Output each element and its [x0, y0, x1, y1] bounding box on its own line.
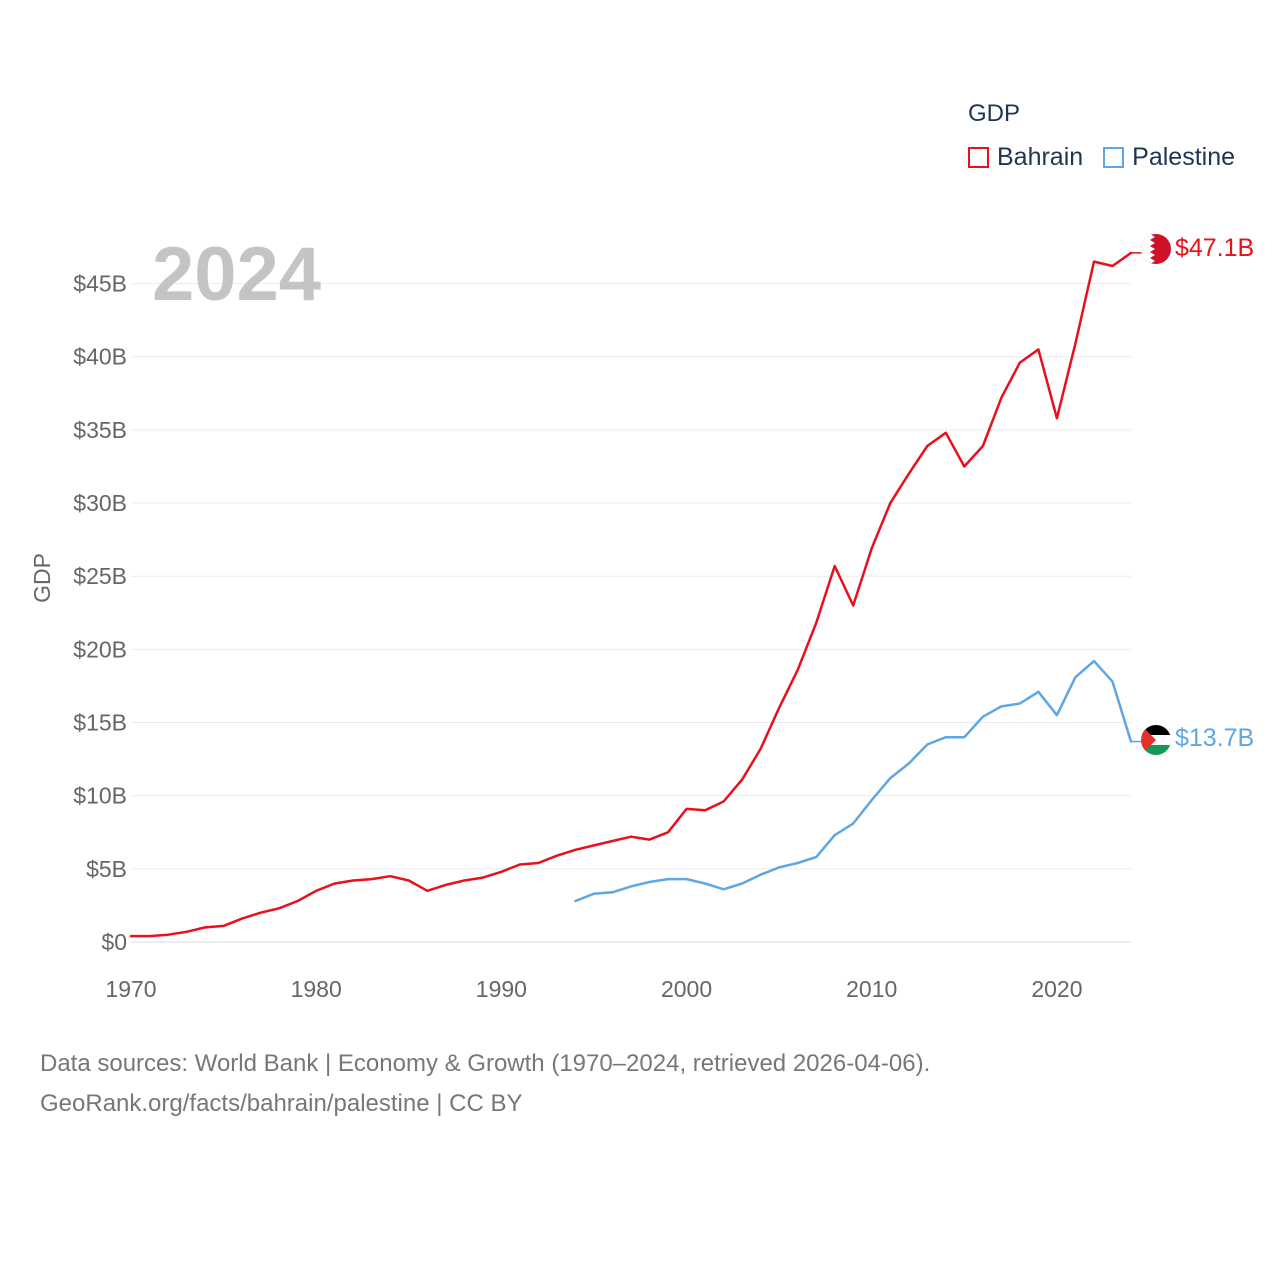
y-tick-label: $25B	[73, 563, 127, 589]
series-line-bahrain[interactable]	[129, 251, 1133, 938]
palestine-flag-icon	[1141, 725, 1171, 755]
y-tick-label: $10B	[73, 783, 127, 809]
source-line-1: Data sources: World Bank | Economy & Gro…	[40, 1050, 931, 1077]
year-overlay: 2024	[152, 232, 321, 317]
bahrain-flag-icon	[1141, 234, 1171, 264]
legend-swatch-bahrain	[968, 147, 989, 168]
y-tick-label: $20B	[73, 636, 127, 662]
end-value-label-palestine: $13.7B	[1175, 724, 1254, 752]
y-tick-label: $35B	[73, 417, 127, 443]
x-axis-ticks: 1970 1980 1990 2000 2010 2020	[105, 976, 1082, 1002]
y-tick-label: $40B	[73, 344, 127, 370]
data-source-note: Data sources: World Bank | Economy & Gro…	[40, 1044, 930, 1124]
y-tick-label: $0	[101, 929, 127, 955]
y-axis-ticks: $0 $5B $10B $15B $20B $25B $30B $35B $40B $45B	[73, 271, 127, 955]
series-lines	[129, 251, 1142, 938]
y-tick-label: $15B	[73, 710, 127, 736]
y-tick-label: $45B	[73, 271, 127, 297]
x-tick-label: 2010	[846, 976, 897, 1002]
series-line-palestine[interactable]	[574, 659, 1133, 903]
legend: Bahrain Palestine	[968, 143, 1255, 172]
x-tick-label: 2020	[1031, 976, 1082, 1002]
legend-item-palestine[interactable]: Palestine	[1103, 143, 1235, 172]
x-tick-label: 1990	[476, 976, 527, 1002]
source-line-2[interactable]: GeoRank.org/facts/bahrain/palestine | CC…	[40, 1090, 523, 1117]
legend-label-palestine: Palestine	[1132, 143, 1236, 171]
series-end-markers	[1141, 234, 1171, 755]
legend-item-bahrain[interactable]: Bahrain	[968, 143, 1083, 172]
y-tick-label: $5B	[86, 856, 127, 882]
x-tick-label: 1970	[105, 976, 156, 1002]
legend-label-bahrain: Bahrain	[997, 143, 1084, 171]
y-axis-label: GDP	[29, 553, 55, 603]
x-tick-label: 2000	[661, 976, 712, 1002]
y-tick-label: $30B	[73, 490, 127, 516]
x-tick-label: 1980	[291, 976, 342, 1002]
series-end-labels: $47.1B $13.7B	[1175, 234, 1254, 752]
grid-lines	[131, 283, 1131, 943]
legend-swatch-palestine	[1103, 147, 1125, 168]
end-value-label-bahrain: $47.1B	[1175, 234, 1254, 262]
legend-title: GDP	[968, 100, 1021, 127]
